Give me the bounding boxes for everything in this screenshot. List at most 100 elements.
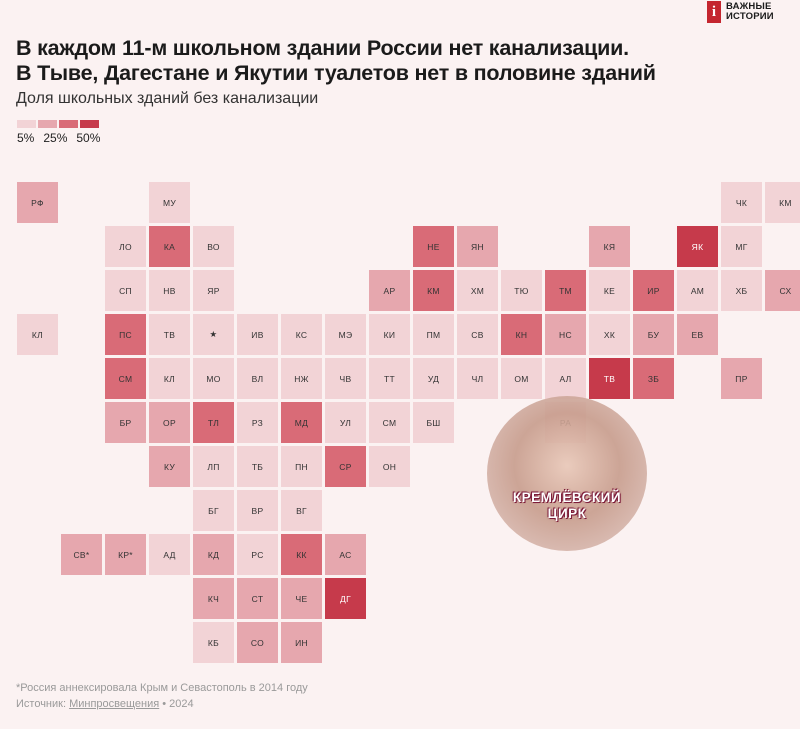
tile-78: АС: [325, 534, 366, 575]
tile-label: МЭ: [338, 329, 353, 340]
tile-label: ЕВ: [691, 329, 704, 340]
tile-39: ЕВ: [677, 314, 718, 355]
logo: i ВАЖНЫЕ ИСТОРИИ: [707, 0, 774, 24]
tile-72: СВ*: [61, 534, 102, 575]
tile-label: АЛ: [559, 373, 572, 384]
tile-label: ЯК: [691, 241, 704, 252]
tile-label: НЖ: [294, 373, 309, 384]
tile-30: КС: [281, 314, 322, 355]
tile-10: ЯК: [677, 226, 718, 267]
legend-label-5: 5%: [17, 131, 35, 145]
tile-label: ЯН: [471, 241, 484, 252]
tile-label: ТМ: [559, 285, 572, 296]
tile-3: КМ: [765, 182, 800, 223]
tile-69: БГ: [193, 490, 234, 531]
tile-58: МД: [281, 402, 322, 443]
tile-43: ВЛ: [237, 358, 278, 399]
tile-71: ВГ: [281, 490, 322, 531]
tile-label: МД: [294, 417, 309, 428]
tile-82: ДГ: [325, 578, 366, 619]
tile-label: РС: [251, 549, 264, 560]
tile-14: ЯР: [193, 270, 234, 311]
tile-9: КЯ: [589, 226, 630, 267]
tile-label: ПН: [295, 461, 308, 472]
tile-label: ЛП: [207, 461, 220, 472]
tile-80: СТ: [237, 578, 278, 619]
tile-36: НС: [545, 314, 586, 355]
tile-35: КН: [501, 314, 542, 355]
tile-label: НВ: [163, 285, 176, 296]
source-link[interactable]: Минпросвещения: [69, 698, 160, 710]
tile-label: КЧ: [207, 593, 220, 604]
tile-51: ТВ: [589, 358, 630, 399]
tile-label: СМ: [382, 417, 397, 428]
tile-label: ЗБ: [647, 373, 660, 384]
watermark-logo-icon: [487, 396, 647, 551]
tile-16: КМ: [413, 270, 454, 311]
tile-label: НС: [559, 329, 572, 340]
tile-label: КС: [295, 329, 308, 340]
chart-subtitle: Доля школьных зданий без канализации: [16, 90, 319, 107]
tile-64: ЛП: [193, 446, 234, 487]
tile-11: МГ: [721, 226, 762, 267]
source-suffix: • 2024: [159, 698, 194, 710]
tile-61: БШ: [413, 402, 454, 443]
tile-85: ИН: [281, 622, 322, 663]
tile-label: АМ: [690, 285, 705, 296]
legend-labels: 5% 25% 50%: [17, 131, 109, 145]
tile-8: ЯН: [457, 226, 498, 267]
tile-label: БШ: [426, 417, 441, 428]
tile-label: МО: [206, 373, 221, 384]
tile-label: КЯ: [603, 241, 616, 252]
legend-label-25: 25%: [43, 131, 68, 145]
tile-label: ТБ: [251, 461, 264, 472]
logo-line-2: ИСТОРИИ: [726, 11, 774, 22]
tile-label: КУ: [163, 461, 176, 472]
tile-label: БУ: [647, 329, 660, 340]
tile-label: УЛ: [339, 417, 352, 428]
tile-37: ХК: [589, 314, 630, 355]
tile-19: ТМ: [545, 270, 586, 311]
tile-26: ПС: [105, 314, 146, 355]
tile-54: БР: [105, 402, 146, 443]
tile-12: СП: [105, 270, 146, 311]
tile-label: ВЛ: [251, 373, 264, 384]
legend-swatch-1: [38, 120, 57, 128]
tile-label: РФ: [31, 197, 44, 208]
chart-title-line-1: В каждом 11-м школьном здании России нет…: [16, 36, 629, 60]
tile-label: КК: [296, 549, 307, 560]
tile-32: КИ: [369, 314, 410, 355]
chart-title: В каждом 11-м школьном здании России нет…: [16, 36, 786, 86]
tile-48: ЧЛ: [457, 358, 498, 399]
tile-4: ЛО: [105, 226, 146, 267]
tile-label: СР: [339, 461, 352, 472]
tile-label: СТ: [251, 593, 264, 604]
tile-label: ЧК: [735, 197, 748, 208]
tile-label: КБ: [207, 637, 220, 648]
tile-79: КЧ: [193, 578, 234, 619]
tile-label: КР*: [118, 549, 133, 560]
tile-5: КА: [149, 226, 190, 267]
source-line: Источник: Минпросвещения • 2024: [16, 698, 194, 710]
tile-56: ТЛ: [193, 402, 234, 443]
tile-33: ПМ: [413, 314, 454, 355]
tile-label: ВГ: [296, 505, 307, 516]
tile-label: КН: [515, 329, 528, 340]
tile-label: ТЮ: [514, 285, 529, 296]
tile-label: ИВ: [251, 329, 264, 340]
tile-label: СО: [250, 637, 265, 648]
legend-swatch-0: [17, 120, 36, 128]
tile-81: ЧЕ: [281, 578, 322, 619]
tile-label: КА: [163, 241, 176, 252]
tile-34: СВ: [457, 314, 498, 355]
tile-label: ВР: [251, 505, 264, 516]
tile-label: ТЛ: [207, 417, 220, 428]
tile-76: РС: [237, 534, 278, 575]
tile-83: КБ: [193, 622, 234, 663]
tile-label: ЧЕ: [295, 593, 308, 604]
tile-label: СП: [119, 285, 132, 296]
tile-29: ИВ: [237, 314, 278, 355]
tile-label: ПР: [735, 373, 748, 384]
tile-49: ОМ: [501, 358, 542, 399]
tile-63: КУ: [149, 446, 190, 487]
